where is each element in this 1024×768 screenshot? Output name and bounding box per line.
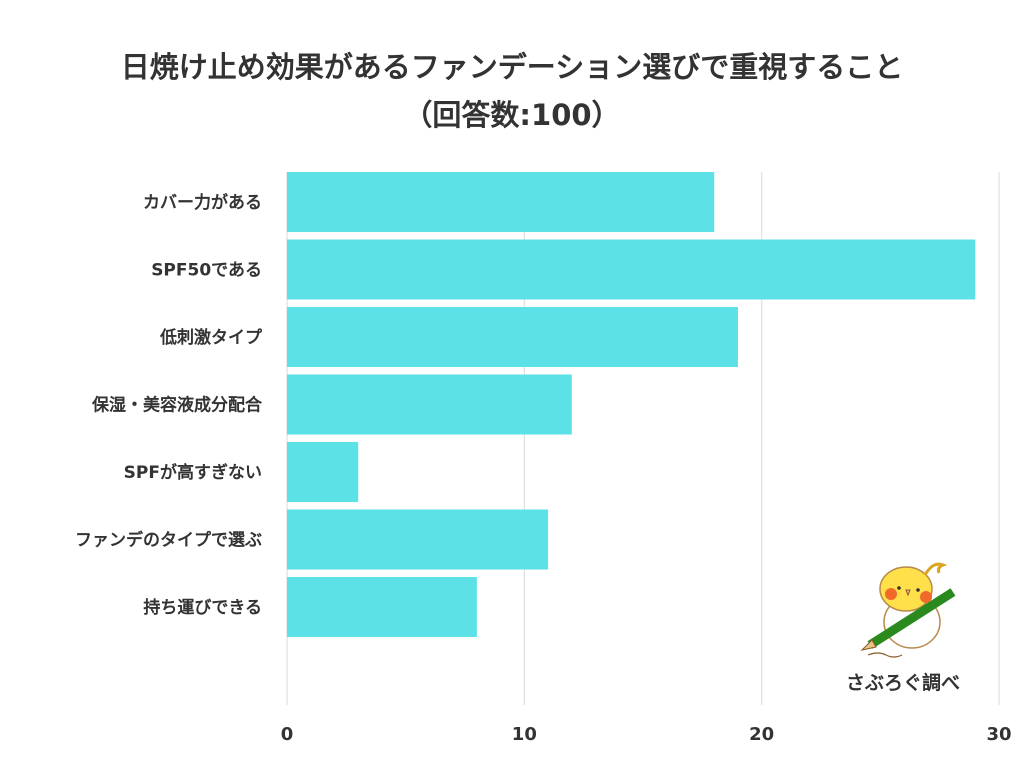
category-label: 持ち運びできる [143, 597, 262, 618]
bar [287, 442, 359, 502]
x-tick-label: 0 [281, 724, 294, 745]
category-label: SPFが高すぎない [124, 462, 262, 483]
category-label: カバー力がある [143, 192, 262, 213]
x-tick-label: 10 [512, 724, 537, 745]
bar [287, 374, 572, 435]
bar [287, 239, 976, 300]
category-label: ファンデのタイプで選ぶ [75, 530, 262, 551]
chart-title: 日焼け止め効果があるファンデーション選びで重視すること [120, 50, 904, 84]
category-label: SPF50である [151, 261, 262, 281]
category-label: 低刺激タイプ [159, 327, 263, 348]
chart-subtitle: （回答数:100） [403, 98, 621, 132]
credit-label: さぶろぐ調べ [846, 672, 961, 694]
bar [287, 172, 715, 232]
x-tick-label: 30 [986, 724, 1011, 745]
bar [287, 509, 549, 570]
bar [287, 577, 477, 637]
x-tick-label: 20 [749, 724, 774, 745]
bar [287, 307, 738, 367]
category-label: 保湿・美容液成分配合 [91, 395, 263, 416]
